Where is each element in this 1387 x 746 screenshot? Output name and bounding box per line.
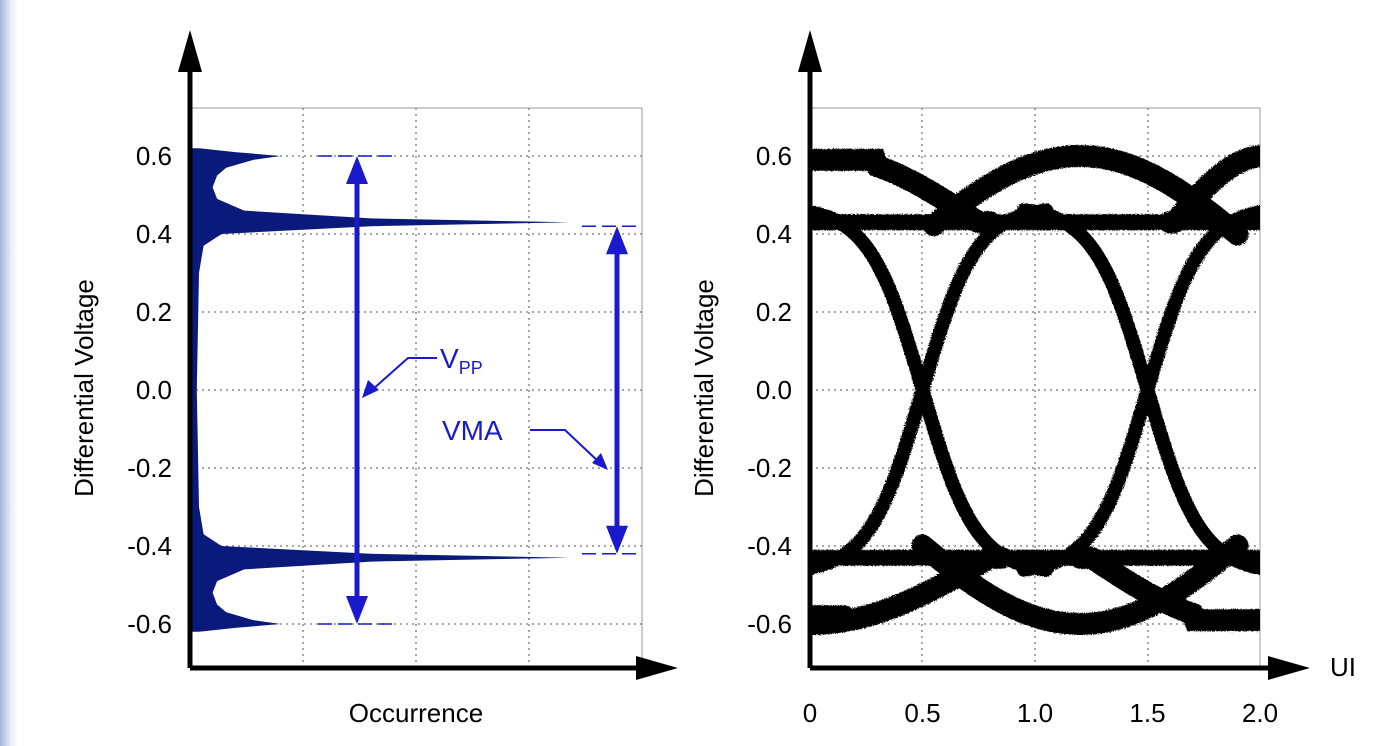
- vma-leader: [530, 429, 601, 464]
- y-tick-label: 0.0: [756, 375, 792, 405]
- eye-y-ticks: 0.6 0.4 0.2 0.0 -0.2 -0.4 -0.6: [747, 141, 792, 639]
- histogram-x-axis-arrow: [636, 656, 678, 680]
- y-tick-label: 0.2: [136, 297, 172, 327]
- vpp-arrow-head-top: [346, 156, 368, 184]
- y-tick-label: 0.4: [756, 219, 792, 249]
- eye-diagram-panel: 0.6 0.4 0.2 0.0 -0.2 -0.4 -0.6 0 0.5 1.0 1.5 2.0 D…: [689, 30, 1356, 728]
- y-tick-label: 0.0: [136, 375, 172, 405]
- x-tick-label: 0.5: [904, 698, 940, 728]
- eye-bottom-left-hump: [810, 546, 1013, 635]
- vpp-leader-head: [362, 380, 379, 398]
- x-tick-label: 1.0: [1017, 698, 1053, 728]
- x-tick-label: 0: [803, 698, 817, 728]
- y-tick-label: 0.6: [136, 141, 172, 171]
- eye-x-axis-label: UI: [1330, 652, 1356, 682]
- y-tick-label: -0.6: [127, 609, 172, 639]
- eye-bottom-right-hump: [1069, 546, 1260, 632]
- histogram-y-ticks: 0.6 0.4 0.2 0.0 -0.2 -0.4 -0.6: [127, 141, 172, 639]
- vma-leader-head: [592, 453, 608, 470]
- y-tick-label: 0.4: [136, 219, 172, 249]
- x-tick-label: 2.0: [1242, 698, 1278, 728]
- vpp-label-subscript: PP: [459, 358, 483, 378]
- y-tick-label: -0.6: [747, 609, 792, 639]
- vpp-arrow-head-bottom: [346, 596, 368, 624]
- x-tick-label: 1.5: [1129, 698, 1165, 728]
- eye-traces: [810, 145, 1260, 636]
- eye-y-axis-label: Differential Voltage: [689, 279, 719, 497]
- vpp-leader: [371, 357, 437, 391]
- y-tick-label: -0.2: [747, 453, 792, 483]
- histogram-y-axis-label: Differential Voltage: [69, 279, 99, 497]
- y-tick-label: -0.4: [747, 531, 792, 561]
- y-tick-label: 0.2: [756, 297, 792, 327]
- vma-arrow-head-top: [606, 226, 628, 255]
- eye-y-axis-arrow: [798, 30, 822, 72]
- y-tick-label: -0.2: [127, 453, 172, 483]
- eye-x-axis-arrow: [1268, 656, 1310, 680]
- vma-arrow-head-bottom: [606, 525, 628, 554]
- eye-x-ticks: 0 0.5 1.0 1.5 2.0: [803, 698, 1278, 728]
- vma-label: VMA: [442, 415, 503, 446]
- y-tick-label: 0.6: [756, 141, 792, 171]
- eye-bottom-middle-hump: [911, 534, 1249, 636]
- eye-top-right-rise: [1159, 145, 1260, 234]
- histogram-plot-area: [189, 107, 643, 669]
- eye-rising-edge: [810, 203, 1054, 576]
- histogram-x-axis-label: Occurrence: [349, 698, 483, 728]
- y-tick-label: -0.4: [127, 531, 172, 561]
- histogram-y-axis-arrow: [178, 30, 202, 72]
